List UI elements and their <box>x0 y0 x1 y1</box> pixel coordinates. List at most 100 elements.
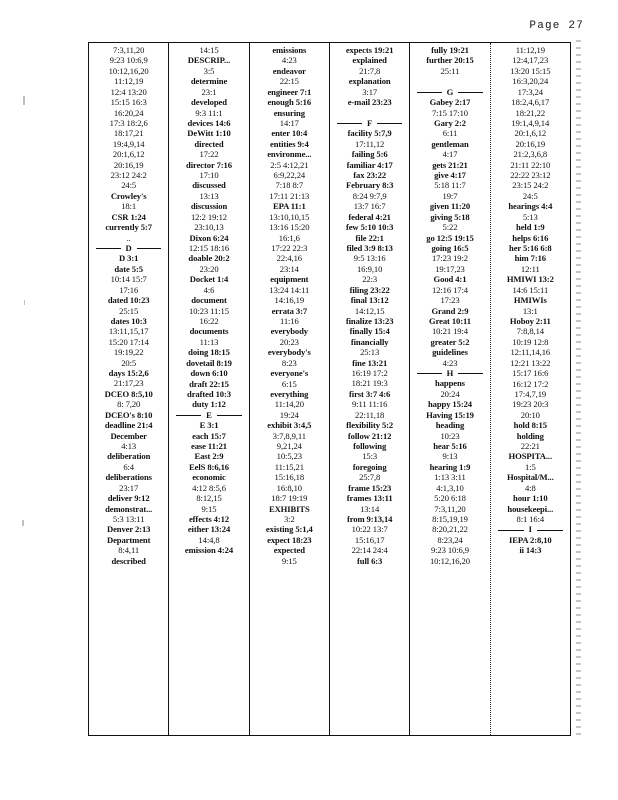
index-entry-term: her 5:16 6:8 <box>509 243 552 254</box>
index-entry-term: entities 9:4 <box>269 138 309 149</box>
index-entry-references: 4:13 <box>121 441 137 452</box>
index-entry-term: filed 3:9 8:13 <box>346 242 393 253</box>
index-entry-term: fax 23:22 <box>353 170 387 181</box>
index-entry-references: 19:23 20:3 <box>512 399 549 410</box>
index-entry-references: 7:15 17:10 <box>431 107 468 118</box>
index-entry-references: 20:1,6,12 <box>112 149 145 160</box>
index-entry-term: HMIWIs <box>513 295 547 306</box>
index-entry-term: emissions <box>272 45 307 55</box>
index-entry-term: hearing 1:9 <box>429 461 471 472</box>
index-entry-term: hear 5:16 <box>433 440 467 451</box>
index-entry-term: flexibility 5:2 <box>346 420 394 431</box>
index-entry-term: D 3:1 <box>119 253 139 264</box>
index-entry-references: 13:11,15,17 <box>108 326 149 337</box>
scan-edge-noise <box>576 40 581 735</box>
index-entry-term: foregoing <box>352 461 387 472</box>
index-entry-references: 4:6 <box>203 284 215 295</box>
index-entry-term: East 2:9 <box>194 451 224 462</box>
index-entry-references: 12:11 <box>520 263 540 274</box>
index-entry-references: 9:5 13:16 <box>353 253 386 264</box>
index-entry-references: 17:11 21:13 <box>269 190 310 201</box>
index-entry-references: 15:20 17:14 <box>108 336 149 347</box>
index-entry-term: Department <box>106 534 151 545</box>
index-entry-references: 12:16 17:4 <box>431 284 468 295</box>
index-entry-references: 13:7 16:7 <box>353 201 386 212</box>
index-entry-references: 14:4,8 <box>198 534 220 545</box>
index-entry-term: facility 5:7,9 <box>347 128 392 139</box>
index-entry-references: 8:23,24 <box>437 534 463 545</box>
index-entry-term: HMIWI 13:2 <box>506 274 554 285</box>
index-entry-references: 3:7,8,9,11 <box>272 430 306 441</box>
index-entry-references: 4:23 <box>281 55 297 66</box>
index-entry-references: 6:4 <box>123 461 134 472</box>
index-entry-term: explanation <box>348 76 391 87</box>
index-entry-references: 17:16 <box>119 284 139 295</box>
index-entry-references: 14:12,15 <box>354 305 385 316</box>
index-entry-references: 18:21,22 <box>515 107 546 118</box>
index-entry-term: devices 14:6 <box>187 117 231 128</box>
index-entry-term: director 7:16 <box>186 159 232 170</box>
index-entry-term: helps 6:16 <box>512 232 549 243</box>
index-entry-references: 9:11 11:16 <box>351 399 388 410</box>
index-entry-references: 1:5 <box>524 461 536 472</box>
index-entry-references: 22:3 <box>362 274 378 285</box>
index-entry-term: described <box>111 555 146 566</box>
index-entry-references: 9:13 <box>442 451 458 462</box>
index-entry-references: 21:2,3,6,8 <box>513 149 548 160</box>
index-entry-references: 10:14 15:7 <box>110 274 147 285</box>
index-entry-references: 19:24 <box>279 409 299 420</box>
index-entry-term: determine <box>190 76 228 87</box>
index-column-2: 14:15 DESCRIP... 3:5 determine 23:1 developed… <box>169 43 250 735</box>
index-entry-references: 5:13 <box>522 211 538 222</box>
index-entry-references: 11:15,21 <box>274 461 304 472</box>
index-entry-references: 8:15,19,19 <box>432 513 468 524</box>
index-entry-term: Grand 2:9 <box>431 305 469 316</box>
index-entry-references: 25:13 <box>360 347 380 358</box>
index-entry-references: 19:19,22 <box>113 347 144 358</box>
index-entry-term: failing 5:6 <box>351 149 388 160</box>
index-entry-term: holding <box>516 430 544 441</box>
index-entry-term: down 6:10 <box>190 368 228 379</box>
index-entry-references: 23:10,13 <box>194 222 224 233</box>
index-entry-term: directed <box>194 138 224 149</box>
index-entry-references: 23:1 <box>201 86 217 97</box>
index-entry-references: 18:1 <box>121 201 137 212</box>
index-entry-term: demonstrat... <box>105 503 153 514</box>
index-entry-term: follow 21:12 <box>347 430 392 441</box>
index-entry-references: 12:15 18:16 <box>188 243 230 254</box>
index-entry-references: 16:22 <box>199 315 219 326</box>
index-entry-references: 23:17 <box>119 482 139 493</box>
index-entry-term: everyone's <box>270 368 309 379</box>
index-entry-term: economic <box>192 472 226 483</box>
index-entry-term: exhibit 3:4,5 <box>267 420 312 431</box>
index-entry-references: 5:22 <box>442 222 458 233</box>
index-entry-references: 4:1,3,10 <box>436 482 464 493</box>
index-entry-references: 12:2 19:12 <box>190 211 227 222</box>
index-entry-references: 20:5 <box>121 357 137 368</box>
index-entry-references: 12:21 13:22 <box>510 357 551 368</box>
index-entry-term: December <box>110 430 147 441</box>
index-entry-term: equipment <box>270 274 309 285</box>
index-entry-term: hearings 4:4 <box>508 201 553 212</box>
index-entry-term: Denver 2:13 <box>106 524 151 535</box>
index-entry-references: 15:16,17 <box>354 534 385 545</box>
index-entry-term: environme... <box>267 149 312 160</box>
index-entry-term: filing 23:22 <box>349 284 390 295</box>
index-entry-references: 22:21 <box>520 441 540 452</box>
index-entry-references: 2:5 4:12,21 <box>270 159 309 170</box>
index-entry-references: 13:20 15:15 <box>510 65 551 76</box>
index-entry-references: 13:14 <box>360 503 380 514</box>
index-entry-references: 24:5 <box>522 190 538 201</box>
index-entry-references: 14:15 <box>199 45 219 55</box>
index-entry-term: ease 11:21 <box>190 441 227 452</box>
index-entry-term: DESCRIP... <box>187 55 231 66</box>
index-entry-references: 18:7 19:19 <box>271 493 308 504</box>
index-entry-term: engineer 7:1 <box>267 86 312 97</box>
index-entry-references: 22:14 24:4 <box>351 545 388 556</box>
index-entry-references: 9:15 <box>281 555 297 566</box>
index-entry-term: going 16:5 <box>431 242 469 253</box>
index-entry-references: 11:16 <box>279 315 299 326</box>
index-entry-references: 18:2,4,6,17 <box>511 97 550 108</box>
index-entry-term: deliver 9:12 <box>107 493 150 504</box>
index-entry-references: 9:3 11:1 <box>195 107 223 118</box>
